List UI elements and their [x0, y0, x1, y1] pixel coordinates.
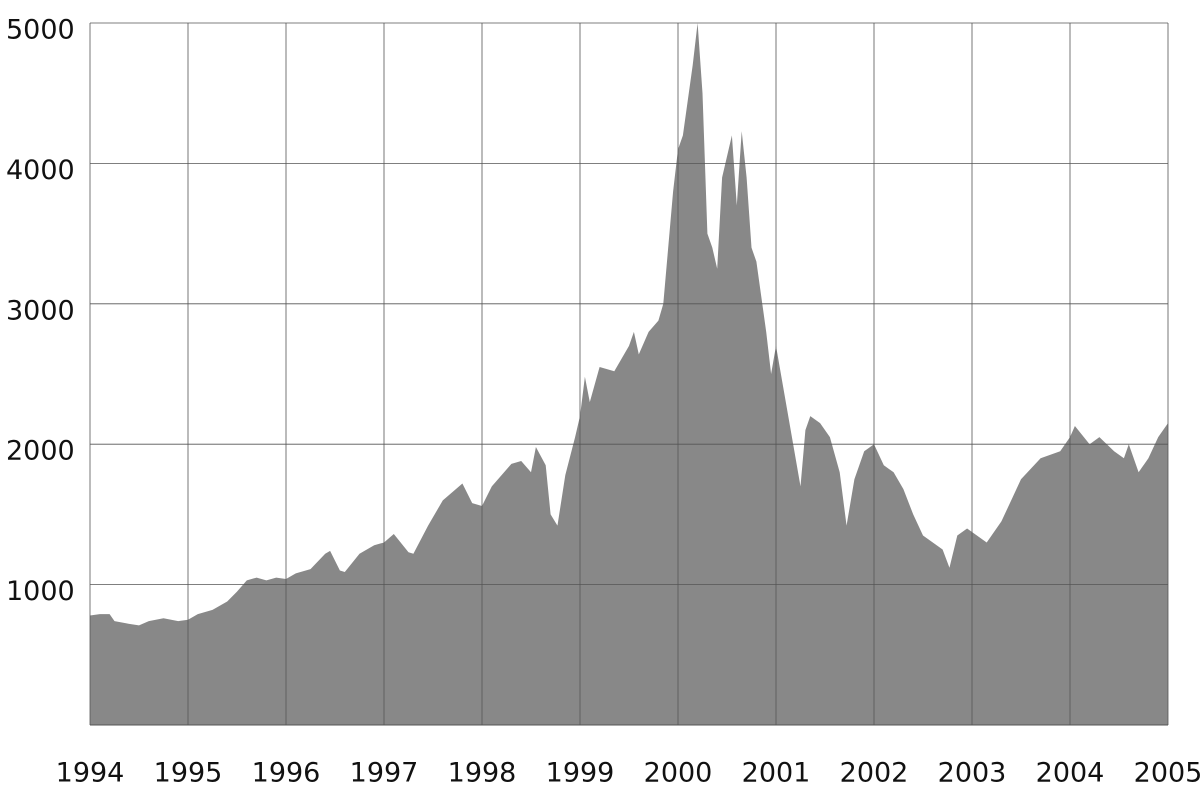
y-tick-label: 3000 — [6, 295, 75, 326]
x-tick-label: 1999 — [546, 758, 615, 789]
x-tick-label: 1995 — [154, 758, 223, 789]
x-tick-label: 2001 — [742, 758, 811, 789]
x-tick-label: 1994 — [56, 758, 125, 789]
x-tick-label: 1998 — [448, 758, 517, 789]
x-tick-label: 1997 — [350, 758, 419, 789]
y-tick-label: 4000 — [6, 155, 75, 186]
y-tick-label: 2000 — [6, 436, 75, 467]
x-tick-label: 1996 — [252, 758, 321, 789]
x-tick-label: 2003 — [938, 758, 1007, 789]
y-tick-label: 1000 — [6, 576, 75, 607]
area — [90, 23, 1168, 725]
x-tick-label: 2004 — [1036, 758, 1105, 789]
x-tick-label: 2000 — [644, 758, 713, 789]
x-tick-label: 2002 — [840, 758, 909, 789]
x-tick-label: 2005 — [1134, 758, 1200, 789]
y-tick-label: 5000 — [6, 15, 75, 46]
